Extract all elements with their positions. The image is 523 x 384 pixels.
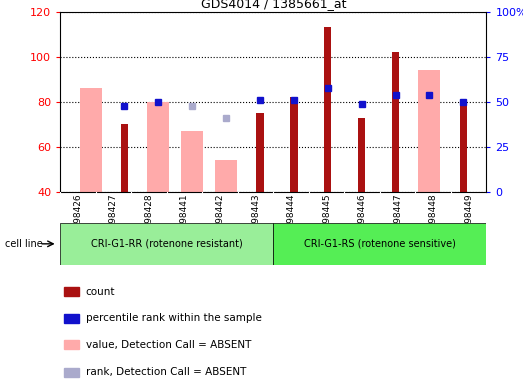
Text: value, Detection Call = ABSENT: value, Detection Call = ABSENT xyxy=(86,340,251,350)
Text: rank, Detection Call = ABSENT: rank, Detection Call = ABSENT xyxy=(86,367,246,377)
Text: GSM498444: GSM498444 xyxy=(287,194,295,248)
Bar xyxy=(256,113,264,192)
Bar xyxy=(273,223,486,265)
Text: count: count xyxy=(86,287,115,297)
Title: GDS4014 / 1385661_at: GDS4014 / 1385661_at xyxy=(200,0,346,10)
Bar xyxy=(64,340,79,349)
Text: GSM498427: GSM498427 xyxy=(109,194,118,248)
Text: GSM498448: GSM498448 xyxy=(429,194,438,248)
Text: cell line: cell line xyxy=(5,239,43,249)
Bar xyxy=(181,131,203,192)
Bar xyxy=(324,27,332,192)
Text: GSM498428: GSM498428 xyxy=(144,194,153,248)
Bar xyxy=(358,118,366,192)
Bar xyxy=(147,102,169,192)
Text: GSM498443: GSM498443 xyxy=(251,194,260,248)
Text: GSM498426: GSM498426 xyxy=(73,194,83,248)
Bar xyxy=(215,161,237,192)
Text: GSM498441: GSM498441 xyxy=(180,194,189,248)
Bar xyxy=(79,88,101,192)
Text: percentile rank within the sample: percentile rank within the sample xyxy=(86,313,262,323)
Text: GSM498447: GSM498447 xyxy=(393,194,402,248)
Bar xyxy=(121,124,128,192)
Bar xyxy=(64,314,79,323)
Text: CRI-G1-RR (rotenone resistant): CRI-G1-RR (rotenone resistant) xyxy=(91,239,243,249)
Bar xyxy=(290,97,298,192)
Bar xyxy=(64,368,79,377)
Bar xyxy=(418,70,440,192)
Bar xyxy=(392,52,399,192)
Text: GSM498446: GSM498446 xyxy=(358,194,367,248)
Bar xyxy=(60,223,273,265)
Bar xyxy=(460,102,467,192)
Text: GSM498449: GSM498449 xyxy=(464,194,473,248)
Text: GSM498445: GSM498445 xyxy=(322,194,331,248)
Text: CRI-G1-RS (rotenone sensitive): CRI-G1-RS (rotenone sensitive) xyxy=(304,239,456,249)
Bar xyxy=(64,287,79,296)
Text: GSM498442: GSM498442 xyxy=(215,194,224,248)
